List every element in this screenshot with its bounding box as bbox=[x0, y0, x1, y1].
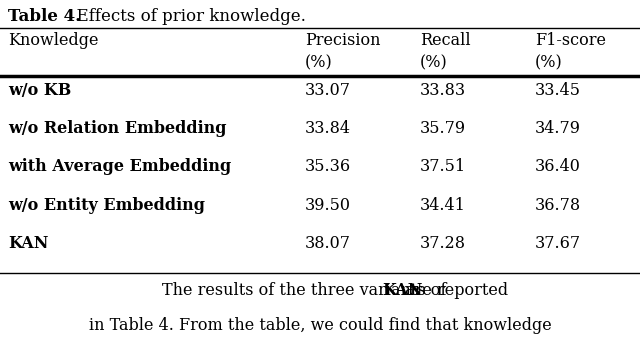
Text: 35.36: 35.36 bbox=[305, 158, 351, 175]
Text: (%): (%) bbox=[305, 54, 333, 71]
Text: 35.79: 35.79 bbox=[420, 120, 466, 137]
Text: 36.78: 36.78 bbox=[535, 197, 581, 214]
Text: KAN: KAN bbox=[8, 235, 49, 252]
Text: 36.40: 36.40 bbox=[535, 158, 581, 175]
Text: 37.51: 37.51 bbox=[420, 158, 466, 175]
Text: 33.45: 33.45 bbox=[535, 82, 581, 99]
Text: are reported: are reported bbox=[401, 282, 508, 299]
Text: with Average Embedding: with Average Embedding bbox=[8, 158, 231, 175]
Text: w/o KB: w/o KB bbox=[8, 82, 71, 99]
Text: 34.79: 34.79 bbox=[535, 120, 581, 137]
Text: 33.84: 33.84 bbox=[305, 120, 351, 137]
Text: Effects of prior knowledge.: Effects of prior knowledge. bbox=[66, 8, 306, 25]
Text: Precision: Precision bbox=[305, 32, 381, 49]
Text: F1-score: F1-score bbox=[535, 32, 606, 49]
Text: 33.07: 33.07 bbox=[305, 82, 351, 99]
Text: w/o Relation Embedding: w/o Relation Embedding bbox=[8, 120, 227, 137]
Text: 38.07: 38.07 bbox=[305, 235, 351, 252]
Text: (%): (%) bbox=[420, 54, 448, 71]
Text: The results of the three variants of: The results of the three variants of bbox=[163, 282, 452, 299]
Text: (%): (%) bbox=[535, 54, 563, 71]
Text: 37.28: 37.28 bbox=[420, 235, 466, 252]
Text: Recall: Recall bbox=[420, 32, 470, 49]
Text: Table 4.: Table 4. bbox=[8, 8, 81, 25]
Text: w/o Entity Embedding: w/o Entity Embedding bbox=[8, 197, 205, 214]
Text: Knowledge: Knowledge bbox=[8, 32, 99, 49]
Text: 39.50: 39.50 bbox=[305, 197, 351, 214]
Text: in Table 4. From the table, we could find that knowledge: in Table 4. From the table, we could fin… bbox=[88, 317, 552, 334]
Text: KAN: KAN bbox=[383, 282, 423, 299]
Text: 37.67: 37.67 bbox=[535, 235, 581, 252]
Text: 33.83: 33.83 bbox=[420, 82, 466, 99]
Text: 34.41: 34.41 bbox=[420, 197, 466, 214]
